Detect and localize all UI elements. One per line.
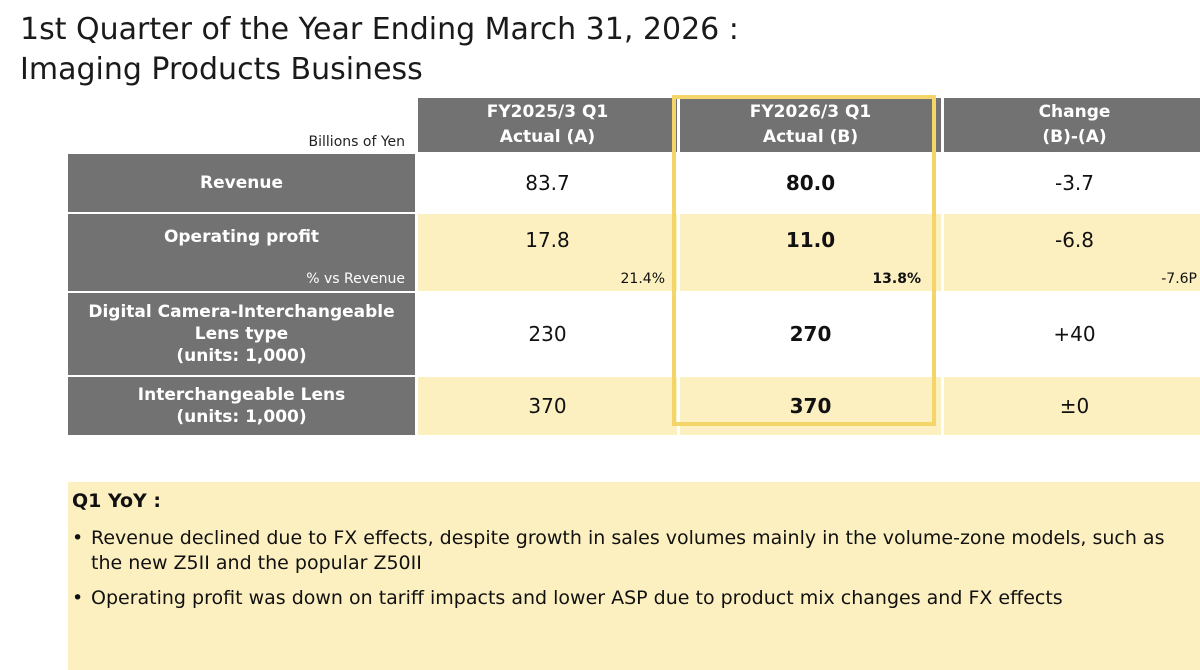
bullet-icon: • <box>72 587 84 609</box>
column-header-line: FY2026/3 Q1 <box>749 102 872 122</box>
page-title-line-2: Imaging Products Business <box>20 52 423 87</box>
column-header-change: Change (B)-(A) <box>944 98 1200 152</box>
operating-profit-fy2026-cell: 11.0 13.8% <box>680 214 941 291</box>
row-label-text: Revenue <box>200 173 283 193</box>
revenue-fy2026-value: 80.0 <box>680 154 941 212</box>
camera-units-fy2026-value: 270 <box>680 293 941 375</box>
lens-units-fy2025-value: 370 <box>418 377 677 435</box>
results-table: Billions of Yen FY2025/3 Q1 Actual (A) F… <box>68 98 1200 435</box>
column-header-line: (B)-(A) <box>1042 127 1107 147</box>
lens-units-change-value: ±0 <box>944 377 1200 435</box>
margin-fy2026-value: 13.8% <box>872 271 921 287</box>
column-header-line: Actual (B) <box>762 127 859 147</box>
operating-profit-fy2026-value: 11.0 <box>785 228 836 252</box>
operating-profit-fy2025-cell: 17.8 21.4% <box>418 214 677 291</box>
operating-profit-change-cell: -6.8 -7.6P <box>944 214 1200 291</box>
unit-label: Billions of Yen <box>308 134 405 150</box>
camera-units-fy2025-value: 230 <box>418 293 677 375</box>
lens-units-fy2026-value: 370 <box>680 377 941 435</box>
notes-heading: Q1 YoY : <box>72 490 162 512</box>
notes-item-text: Operating profit was down on tariff impa… <box>91 587 1063 609</box>
column-header-line: Actual (A) <box>499 127 596 147</box>
row-label-text: Digital Camera-Interchangeable <box>88 302 395 322</box>
page-title-line-1: 1st Quarter of the Year Ending March 31,… <box>20 12 739 47</box>
column-header-fy2026: FY2026/3 Q1 Actual (B) <box>680 98 941 152</box>
row-label-text: (units: 1,000) <box>176 407 307 427</box>
row-label-operating-profit: Operating profit % vs Revenue <box>68 214 415 291</box>
column-header-line: FY2025/3 Q1 <box>486 102 609 122</box>
notes-list: • Revenue declined due to FX effects, de… <box>72 526 1200 611</box>
margin-change-value: -7.6P <box>1161 271 1197 287</box>
row-label-text: (units: 1,000) <box>176 346 307 366</box>
notes-panel: Q1 YoY : • Revenue declined due to FX ef… <box>68 482 1200 670</box>
row-label-text: Operating profit <box>163 227 320 247</box>
column-header-fy2025: FY2025/3 Q1 Actual (A) <box>418 98 677 152</box>
operating-profit-change-value: -6.8 <box>1054 228 1095 252</box>
column-header-line: Change <box>1038 102 1111 122</box>
row-label-revenue: Revenue <box>68 154 415 212</box>
row-label-digital-camera: Digital Camera-Interchangeable Lens type… <box>68 293 415 375</box>
margin-fy2025-value: 21.4% <box>620 271 665 287</box>
row-label-text: Interchangeable Lens <box>137 385 346 405</box>
notes-item: • Revenue declined due to FX effects, de… <box>72 526 1200 576</box>
notes-item-text: Revenue declined due to FX effects, desp… <box>91 527 1165 574</box>
row-label-interchangeable-lens: Interchangeable Lens (units: 1,000) <box>68 377 415 435</box>
page-title: 1st Quarter of the Year Ending March 31,… <box>20 10 739 90</box>
camera-units-change-value: +40 <box>944 293 1200 375</box>
revenue-change-value: -3.7 <box>944 154 1200 212</box>
operating-profit-fy2025-value: 17.8 <box>525 228 570 252</box>
bullet-icon: • <box>72 527 84 549</box>
row-label-text: Lens type <box>194 324 289 344</box>
row-sublabel-text: % vs Revenue <box>306 271 405 287</box>
revenue-fy2025-value: 83.7 <box>418 154 677 212</box>
notes-item: • Operating profit was down on tariff im… <box>72 586 1200 611</box>
